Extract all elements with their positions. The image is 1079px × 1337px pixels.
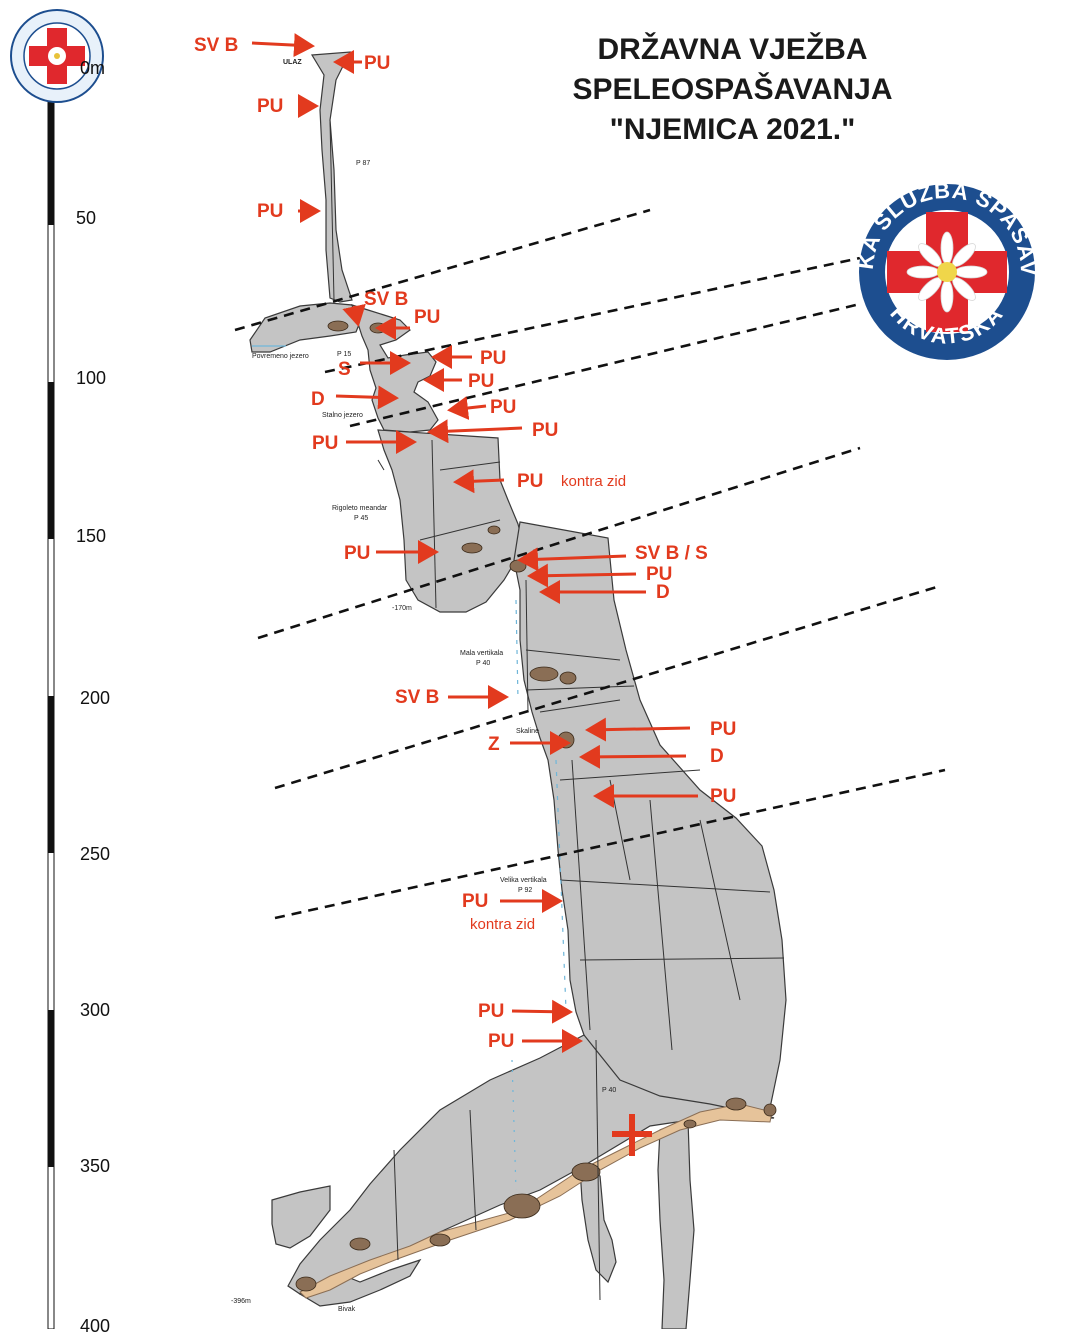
scale-label-250: 250: [80, 844, 111, 864]
marker-label-m24: PU: [462, 891, 489, 912]
marker-label-m20: PU: [710, 719, 737, 740]
scale-label-0: 0m: [80, 58, 106, 78]
cave-label-ulaz: ULAZ: [283, 59, 302, 66]
scale-label-50: 50: [76, 208, 97, 228]
marker-label-m6: PU: [414, 307, 441, 328]
cave-passage: [249, 51, 787, 1329]
arrow-m22: [579, 744, 687, 769]
arrow-m11: [447, 396, 487, 420]
cave-label-stalno-jezero: Stalno jezero: [322, 412, 363, 419]
marker-label-m11: PU: [490, 397, 517, 418]
cave-survey-lines: [329, 119, 785, 1301]
water-lines: [252, 345, 567, 1191]
kontra-zid-note-1: kontra zid: [561, 473, 627, 490]
cave-label-p92: P 92: [518, 887, 533, 894]
marker-label-m3: PU: [257, 96, 284, 117]
marker-label-m23: PU: [710, 786, 737, 807]
arrow-m10: [335, 385, 399, 410]
scale-label-300: 300: [80, 1000, 111, 1020]
cave-label-skaline: Skaline: [516, 728, 539, 735]
red-cross-icon: [612, 1114, 652, 1156]
marker-label-m2: PU: [364, 53, 391, 74]
title-line-3: "NJEMICA 2021.": [609, 113, 856, 146]
cave-label-mala-vertikala: Mala vertikala: [460, 650, 504, 657]
cave-label-bivak: Bivak: [338, 1306, 356, 1313]
arrow-m12: [427, 419, 523, 444]
marker-label-m15: PU: [344, 543, 371, 564]
marker-label-m16: SV B / S: [635, 543, 708, 564]
marker-label-m22: D: [710, 746, 724, 767]
zone-divider-lines: [234, 208, 946, 920]
cave-label-p15: P 15: [337, 351, 352, 358]
arrow-m1: [251, 33, 315, 58]
depth-scale-bar: [47, 67, 55, 1329]
scale-label-200: 200: [80, 688, 111, 708]
arrow-m5: [342, 303, 366, 327]
marker-arrows: [251, 33, 698, 1053]
marker-label-m19: SV B: [395, 687, 440, 708]
marker-label-m26: PU: [488, 1031, 515, 1052]
marker-label-m4: PU: [257, 201, 284, 222]
marker-label-m18: D: [656, 582, 670, 603]
cave-label-p40a: P 40: [476, 660, 491, 667]
title-line-2: SPELEOSPAŠAVANJA: [572, 73, 893, 106]
marker-label-m9: PU: [468, 371, 495, 392]
arrow-m25: [511, 999, 573, 1024]
marker-label-m7: PU: [480, 348, 507, 369]
kontra-zid-note-2: kontra zid: [470, 916, 536, 933]
arrow-m14: [453, 469, 505, 494]
page-title: DRŽAVNA VJEŽBA SPELEOSPAŠAVANJA "NJEMICA…: [560, 30, 905, 150]
marker-label-m1: SV B: [194, 35, 239, 56]
arrow-m17: [527, 563, 637, 588]
marker-label-m13: PU: [312, 433, 339, 454]
marker-label-m5: SV B: [364, 289, 409, 310]
cave-label-p87: P 87: [356, 160, 371, 167]
cave-label-p40b: P 40: [602, 1087, 617, 1094]
arrow-m16: [517, 547, 627, 572]
cave-label-depth-170: -170m: [392, 605, 412, 612]
marker-label-m14: PU: [517, 471, 544, 492]
cave-label-velika-vertikala: Velika vertikala: [500, 877, 547, 884]
marker-label-m17: PU: [646, 564, 673, 585]
scale-label-400: 400: [80, 1316, 111, 1336]
marker-label-m25: PU: [478, 1001, 505, 1022]
marker-label-m21: Z: [488, 734, 500, 755]
title-line-1: DRŽAVNA VJEŽBA: [597, 33, 868, 66]
marker-label-m12: PU: [532, 420, 559, 441]
marker-label-m8: S: [338, 359, 351, 380]
cave-label-povremeno-jezero: Povremeno jezero: [252, 353, 309, 360]
arrow-m20: [585, 717, 691, 742]
scale-label-350: 350: [80, 1156, 111, 1176]
marker-label-m10: D: [311, 389, 325, 410]
cave-label-p45: P 45: [354, 515, 369, 522]
scale-label-100: 100: [76, 368, 107, 388]
cave-label-depth-396: -396m: [231, 1298, 251, 1305]
cave-label-rigoleto-meandar: Rigoleto meandar: [332, 505, 388, 512]
edelweiss-cross-logo-small: [10, 9, 104, 103]
scale-label-150: 150: [76, 526, 107, 546]
